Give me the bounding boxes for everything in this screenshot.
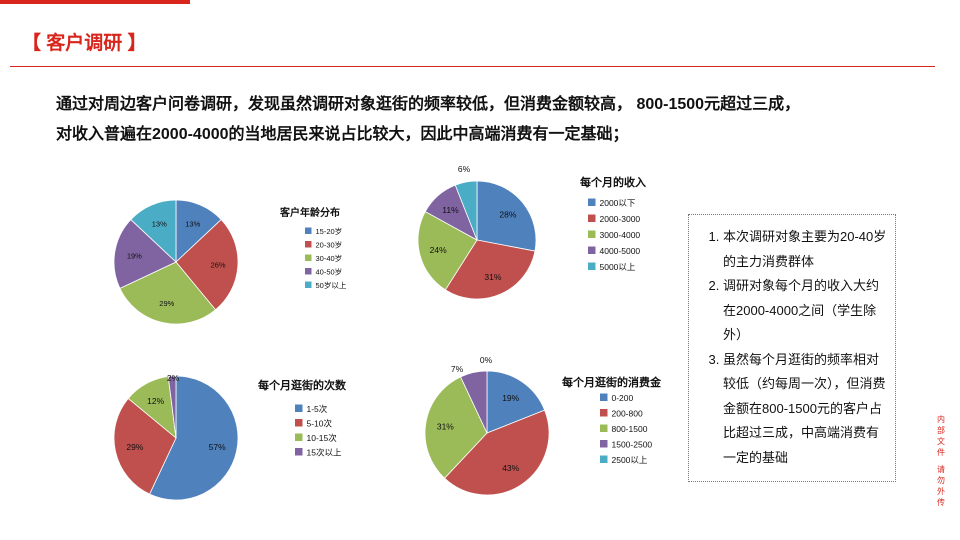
data-label: 6% xyxy=(458,164,471,174)
pie-slice xyxy=(130,199,177,263)
page-title: 【 客户调研 】 xyxy=(22,33,147,54)
pie-slice xyxy=(476,180,537,252)
legend-swatch xyxy=(305,241,312,248)
data-label: 57% xyxy=(209,442,226,452)
findings-box: 本次调研对象主要为20-40岁的主力消费群体 调研对象每个月的收入大约在2000… xyxy=(688,214,896,482)
chart-title: 每个月的收入 xyxy=(580,175,646,189)
legend-swatch xyxy=(295,419,303,427)
legend-label: 2000以下 xyxy=(600,198,636,208)
data-label: 24% xyxy=(430,245,447,255)
data-label: 29% xyxy=(126,442,143,452)
legend-label: 200-800 xyxy=(612,409,643,419)
data-label: 12% xyxy=(147,396,164,406)
legend-swatch xyxy=(305,254,312,261)
confidential-mark: 内部文件 请勿外传 xyxy=(936,414,946,508)
legend-label: 1-5次 xyxy=(307,404,328,414)
finding-item: 调研对象每个月的收入大约在2000-4000之间（学生除外） xyxy=(723,274,887,348)
pie-slice xyxy=(424,376,488,479)
pie-slice xyxy=(486,370,546,434)
pie-slice xyxy=(167,375,177,439)
legend-label: 30-40岁 xyxy=(316,253,343,263)
data-label: 29% xyxy=(159,299,174,308)
data-label: 31% xyxy=(437,421,454,431)
legend-swatch xyxy=(305,227,312,234)
legend-swatch xyxy=(600,424,608,432)
legend-swatch xyxy=(295,404,303,412)
summary-text: 通过对周边客户问卷调研，发现虽然调研对象逛街的频率较低，但消费金额较高， 800… xyxy=(56,90,800,150)
chart-title: 每个月逛街的消费金 xyxy=(562,375,662,389)
legend-label: 2500以上 xyxy=(612,455,648,465)
legend-swatch xyxy=(295,433,303,441)
data-label: 2% xyxy=(167,373,180,383)
pie-slice xyxy=(113,397,177,495)
top-accent-bar xyxy=(0,0,190,4)
legend-label: 10-15次 xyxy=(307,433,338,443)
legend-label: 40-50岁 xyxy=(316,267,343,277)
confidential-part-1: 内部文件 xyxy=(937,415,945,457)
legend-swatch xyxy=(305,268,312,275)
pie-slice xyxy=(113,218,177,289)
pie-slice xyxy=(460,370,488,434)
legend-swatch xyxy=(600,455,608,463)
data-label: 19% xyxy=(127,251,142,260)
legend-swatch xyxy=(600,440,608,448)
finding-item: 虽然每个月逛街的频率相对较低（约每周一次），但消费金额在800-1500元的客户… xyxy=(723,348,887,471)
legend-swatch xyxy=(600,393,608,401)
legend-label: 4000-5000 xyxy=(600,246,641,256)
legend-label: 20-30岁 xyxy=(316,240,343,250)
title-divider xyxy=(10,66,935,67)
data-label: 28% xyxy=(499,209,516,219)
pie-slice xyxy=(149,375,239,501)
legend-label: 0-200 xyxy=(612,393,634,403)
legend-label: 15次以上 xyxy=(307,448,342,458)
chart-title: 客户年龄分布 xyxy=(279,206,340,219)
legend-swatch xyxy=(588,246,596,254)
confidential-part-2: 请勿外传 xyxy=(937,465,945,507)
legend-label: 800-1500 xyxy=(612,424,648,434)
pie-slice xyxy=(443,409,550,496)
legend-swatch xyxy=(295,448,303,456)
data-label: 0% xyxy=(480,355,493,365)
pie-slice xyxy=(175,218,239,311)
data-label: 7% xyxy=(451,364,464,374)
legend-swatch xyxy=(588,198,596,206)
data-label: 19% xyxy=(502,393,519,403)
pie-slice xyxy=(454,180,478,241)
legend-label: 2000-3000 xyxy=(600,214,641,224)
legend-label: 15-20岁 xyxy=(316,226,343,236)
pie-slice xyxy=(417,211,478,291)
legend-label: 5000以上 xyxy=(600,262,636,272)
legend-swatch xyxy=(588,262,596,270)
data-label: 13% xyxy=(185,219,200,228)
finding-item: 本次调研对象主要为20-40岁的主力消费群体 xyxy=(723,225,887,274)
data-label: 13% xyxy=(152,219,167,228)
chart-title: 每个月逛街的次数 xyxy=(258,378,347,392)
data-label: 26% xyxy=(211,261,226,270)
legend-swatch xyxy=(600,409,608,417)
data-label: 43% xyxy=(502,463,519,473)
legend-swatch xyxy=(588,230,596,238)
summary-line-2: 对收入普遍在2000-4000的当地居民来说占比较大，因此中高端消费有一定基础； xyxy=(56,126,629,143)
data-label: 11% xyxy=(442,205,459,215)
legend-label: 1500-2500 xyxy=(612,440,653,450)
summary-line-1: 通过对周边客户问卷调研，发现虽然调研对象逛街的频率较低，但消费金额较高， 800… xyxy=(56,96,801,113)
legend-swatch xyxy=(305,281,312,288)
legend-swatch xyxy=(588,214,596,222)
legend-label: 50岁以上 xyxy=(316,280,347,290)
data-label: 31% xyxy=(484,272,501,282)
legend-label: 3000-4000 xyxy=(600,230,641,240)
legend-label: 5-10次 xyxy=(307,419,333,429)
